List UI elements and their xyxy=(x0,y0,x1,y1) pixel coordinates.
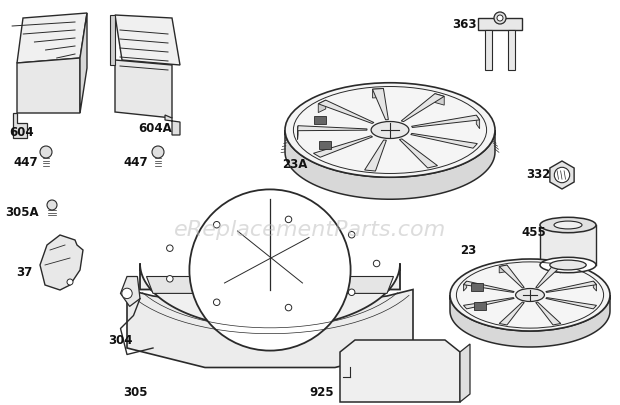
Circle shape xyxy=(167,245,173,252)
Polygon shape xyxy=(318,100,326,113)
Ellipse shape xyxy=(550,260,586,270)
Circle shape xyxy=(40,146,52,158)
Text: 447: 447 xyxy=(123,156,148,168)
Circle shape xyxy=(213,222,220,228)
Polygon shape xyxy=(450,295,610,347)
Polygon shape xyxy=(298,126,367,131)
Circle shape xyxy=(348,232,355,238)
Polygon shape xyxy=(314,136,373,157)
Ellipse shape xyxy=(540,257,596,273)
Polygon shape xyxy=(399,139,438,168)
Text: 332: 332 xyxy=(526,168,550,181)
Polygon shape xyxy=(373,89,383,98)
Ellipse shape xyxy=(371,122,409,139)
Polygon shape xyxy=(464,281,467,291)
Text: 37: 37 xyxy=(16,266,32,279)
Polygon shape xyxy=(540,225,596,265)
Polygon shape xyxy=(485,30,492,70)
Polygon shape xyxy=(80,13,87,113)
Polygon shape xyxy=(140,264,400,328)
Polygon shape xyxy=(165,115,180,135)
Circle shape xyxy=(152,146,164,158)
Polygon shape xyxy=(110,15,115,65)
Ellipse shape xyxy=(540,217,596,233)
Polygon shape xyxy=(550,161,574,189)
Polygon shape xyxy=(508,30,515,70)
Polygon shape xyxy=(464,281,514,292)
Text: 447: 447 xyxy=(14,156,38,168)
Ellipse shape xyxy=(516,288,544,301)
Polygon shape xyxy=(536,302,561,325)
Polygon shape xyxy=(40,235,83,290)
Text: eReplacementParts.com: eReplacementParts.com xyxy=(174,220,446,240)
Circle shape xyxy=(373,260,380,267)
Polygon shape xyxy=(478,18,522,30)
Polygon shape xyxy=(474,303,486,311)
Circle shape xyxy=(213,299,220,305)
Polygon shape xyxy=(115,60,172,118)
Polygon shape xyxy=(127,290,413,367)
Circle shape xyxy=(189,190,350,351)
Text: 604A: 604A xyxy=(138,122,172,134)
Polygon shape xyxy=(285,130,495,199)
Polygon shape xyxy=(499,265,507,273)
Circle shape xyxy=(47,200,57,210)
Polygon shape xyxy=(318,100,374,124)
Text: 925: 925 xyxy=(309,386,334,399)
Polygon shape xyxy=(499,265,525,288)
Polygon shape xyxy=(120,277,140,307)
Circle shape xyxy=(497,15,503,21)
Polygon shape xyxy=(593,281,596,291)
Polygon shape xyxy=(499,302,525,325)
Polygon shape xyxy=(146,277,394,293)
Ellipse shape xyxy=(554,221,582,229)
Circle shape xyxy=(554,167,570,183)
Polygon shape xyxy=(476,115,480,129)
Text: 455: 455 xyxy=(521,226,546,239)
Polygon shape xyxy=(319,141,330,149)
Circle shape xyxy=(494,12,506,24)
Ellipse shape xyxy=(450,259,610,331)
Polygon shape xyxy=(546,281,596,292)
Text: 23A: 23A xyxy=(282,158,308,171)
Polygon shape xyxy=(17,13,87,63)
Polygon shape xyxy=(546,298,596,309)
Circle shape xyxy=(167,275,173,282)
Polygon shape xyxy=(471,283,483,291)
Polygon shape xyxy=(411,133,477,148)
Circle shape xyxy=(67,279,73,285)
Text: 304: 304 xyxy=(108,333,132,347)
Polygon shape xyxy=(460,344,470,402)
Polygon shape xyxy=(17,58,80,113)
Polygon shape xyxy=(340,340,460,402)
Polygon shape xyxy=(464,298,514,309)
Text: 305: 305 xyxy=(123,386,148,399)
Polygon shape xyxy=(13,113,27,138)
Polygon shape xyxy=(435,94,445,105)
Polygon shape xyxy=(115,15,180,65)
Circle shape xyxy=(285,304,292,311)
Polygon shape xyxy=(412,115,480,128)
Polygon shape xyxy=(401,94,445,122)
Circle shape xyxy=(122,288,132,298)
Circle shape xyxy=(348,289,355,296)
Text: 604: 604 xyxy=(10,126,34,139)
Polygon shape xyxy=(536,265,561,288)
Ellipse shape xyxy=(285,83,495,177)
Polygon shape xyxy=(373,89,388,120)
Circle shape xyxy=(285,216,292,223)
Polygon shape xyxy=(314,116,326,124)
Polygon shape xyxy=(553,265,561,273)
Polygon shape xyxy=(365,140,386,171)
Text: 305A: 305A xyxy=(5,205,39,219)
Text: 363: 363 xyxy=(452,19,476,32)
Text: 23: 23 xyxy=(460,243,476,256)
